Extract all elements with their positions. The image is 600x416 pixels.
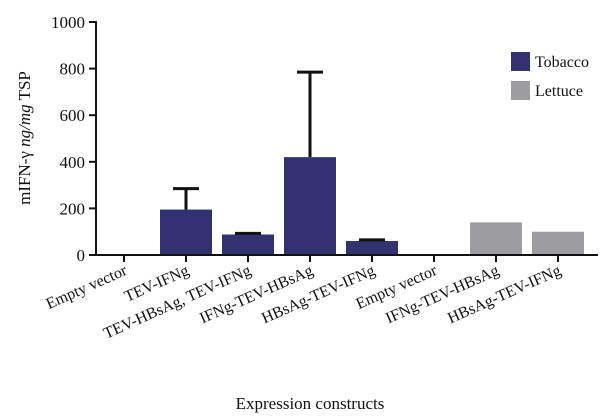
y-axis-title: mIFN-γ ng/mg TSP [15, 71, 34, 205]
bar-tobacco-2 [222, 234, 274, 255]
y-tick-label-400: 400 [60, 153, 86, 172]
x-axis-title: Expression constructs [236, 394, 385, 413]
bars-layer [160, 157, 584, 255]
legend-swatch-tobacco [511, 52, 530, 71]
y-tick-label-800: 800 [60, 60, 86, 79]
x-tick-label-0: Empty vector [44, 262, 131, 313]
bar-tobacco-4 [346, 241, 398, 255]
bar-lettuce-7 [532, 231, 584, 255]
bar-tobacco-3 [284, 157, 336, 255]
y-tick-label-1000: 1000 [51, 13, 85, 32]
error-bars-layer [173, 70, 385, 242]
legend: Tobacco Lettuce [511, 52, 589, 100]
y-tick-label-0: 0 [77, 246, 86, 265]
axes-layer [89, 21, 598, 262]
y-tick-label-200: 200 [60, 199, 86, 218]
legend-label-lettuce: Lettuce [535, 83, 583, 100]
legend-label-tobacco: Tobacco [535, 54, 589, 71]
bar-lettuce-6 [470, 222, 522, 255]
legend-swatch-lettuce [511, 81, 530, 100]
y-tick-label-600: 600 [60, 106, 86, 125]
bar-tobacco-1 [160, 209, 212, 255]
